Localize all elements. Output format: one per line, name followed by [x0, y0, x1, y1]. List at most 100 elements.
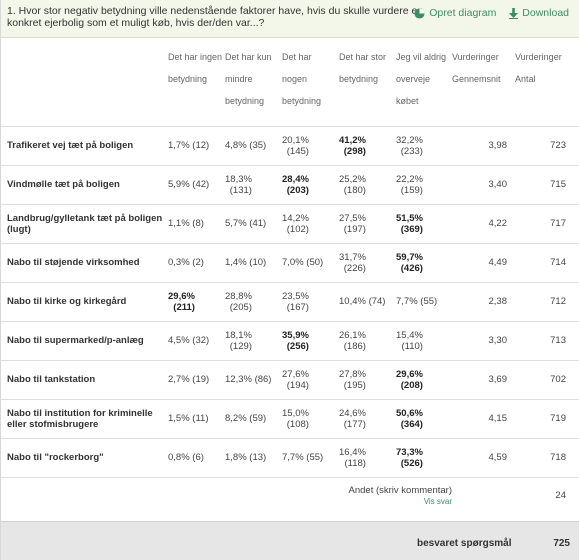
table-row: Nabo til institution for kriminelle elle… — [1, 398, 579, 438]
percentage-cell: 20,1% (145) — [282, 125, 339, 165]
table-row: Landbrug/gylletank tæt på boligen (lugt)… — [1, 203, 579, 243]
percentage-value: 23,5% (167) — [282, 290, 309, 313]
percentage-value: 18,1% (129) — [225, 329, 252, 352]
percentage-cell: 0,3% (2) — [168, 242, 225, 282]
percentage-value: 1,4% (10) — [225, 257, 267, 268]
percentage-value: 51,5% (369) — [396, 212, 423, 235]
percentage-value: 26,1% (186) — [339, 329, 366, 352]
percentage-cell: 23,5% (167) — [282, 281, 339, 321]
percentage-cell: 14,2% (102) — [282, 203, 339, 243]
percentage-value: 31,7% (226) — [339, 251, 366, 274]
column-header: Vurderinger Antal — [515, 52, 562, 84]
table-row: Nabo til kirke og kirkegård 29,6% (211) 28,… — [1, 281, 579, 321]
download-arrow-icon — [509, 7, 519, 19]
percentage-value: 59,7% (426) — [396, 251, 423, 274]
percentage-value: 15,0% (108) — [282, 407, 309, 430]
view-answers-link[interactable]: Vis svar — [423, 496, 452, 506]
percentage-value: 1,8% (13) — [225, 452, 267, 463]
create-chart-link[interactable]: Opret diagram — [414, 7, 496, 19]
percentage-cell: 31,7% (226) — [339, 242, 396, 282]
question-title: 1. Hvor stor negativ betydning ville ned… — [7, 5, 424, 29]
percentage-cell: 35,9% (256) — [282, 320, 339, 360]
average-rating: 4,49 — [452, 242, 515, 282]
percentage-value: 24,6% (177) — [339, 407, 366, 430]
percentage-value: 18,3% (131) — [225, 173, 252, 196]
percentage-value: 5,7% (41) — [225, 218, 267, 229]
create-chart-label: Opret diagram — [429, 7, 497, 19]
rating-count: 718 — [515, 437, 579, 477]
rating-count: 717 — [515, 203, 579, 243]
percentage-cell: 29,6% (208) — [396, 359, 452, 399]
percentage-value: 28,8% (205) — [225, 290, 252, 313]
average-rating: 3,40 — [452, 164, 515, 204]
download-link[interactable]: Download — [509, 7, 569, 19]
row-label: Nabo til "rockerborg" — [1, 437, 168, 477]
percentage-cell: 59,7% (426) — [396, 242, 452, 282]
column-header: Jeg vil aldrig overveje købet — [396, 52, 447, 106]
percentage-cell: 16,4% (118) — [339, 437, 396, 477]
percentage-cell: 15,0% (108) — [282, 398, 339, 438]
percentage-value: 28,4% (203) — [282, 173, 309, 196]
row-label: Nabo til støjende virksomhed — [1, 242, 168, 282]
table-row: Vindmølle tæt på boligen 5,9% (42) 18,3% (1… — [1, 164, 579, 204]
percentage-cell: 50,6% (364) — [396, 398, 452, 438]
percentage-value: 8,2% (59) — [225, 413, 267, 424]
table-row: Trafikeret vej tæt på boligen 1,7% (12) 4,… — [1, 125, 579, 165]
percentage-value: 10,4% (74) — [339, 296, 386, 307]
percentage-value: 41,2% (298) — [339, 134, 366, 157]
percentage-cell: 15,4% (110) — [396, 320, 452, 360]
percentage-value: 16,4% (118) — [339, 446, 366, 469]
percentage-cell: 7,7% (55) — [396, 281, 452, 321]
other-comments-cell: Andet (skriv kommentar) Vis svar — [1, 476, 452, 514]
percentage-value: 35,9% (256) — [282, 329, 309, 352]
percentage-value: 15,4% (110) — [396, 329, 423, 352]
percentage-cell: 5,9% (42) — [168, 164, 225, 204]
percentage-cell: 7,0% (50) — [282, 242, 339, 282]
row-label: Nabo til supermarked/p-anlæg — [1, 320, 168, 360]
percentage-cell: 5,7% (41) — [225, 203, 282, 243]
percentage-cell: 1,5% (11) — [168, 398, 225, 438]
percentage-value: 7,0% (50) — [282, 257, 324, 268]
percentage-cell: 4,8% (35) — [225, 125, 282, 165]
question-actions: Opret diagram Download — [404, 7, 569, 22]
percentage-value: 7,7% (55) — [282, 452, 324, 463]
percentage-cell: 32,2% (233) — [396, 125, 452, 165]
table-header-row: Det har ingen betydning Det har kun mind… — [1, 38, 579, 126]
table-body: Trafikeret vej tæt på boligen 1,7% (12) 4,… — [1, 125, 579, 477]
table-row: Nabo til supermarked/p-anlæg 4,5% (32) 18,… — [1, 320, 579, 360]
answered-count: 725 — [553, 538, 570, 549]
answered-footer: besvaret spørgsmål 725 — [1, 521, 579, 560]
percentage-cell: 27,6% (194) — [282, 359, 339, 399]
percentage-value: 22,2% (159) — [396, 173, 423, 196]
row-label-header — [1, 38, 168, 126]
chart-pie-icon — [414, 7, 425, 19]
percentage-value: 12,3% (86) — [225, 374, 272, 385]
rating-count: 712 — [515, 281, 579, 321]
percentage-value: 1,1% (8) — [168, 218, 204, 229]
percentage-value: 0,8% (6) — [168, 452, 204, 463]
percentage-cell: 28,4% (203) — [282, 164, 339, 204]
column-header: Det har nogen betydning — [282, 52, 322, 106]
average-rating: 4,22 — [452, 203, 515, 243]
percentage-cell: 10,4% (74) — [339, 281, 396, 321]
other-comments-row: Andet (skriv kommentar) Vis svar 24 — [1, 476, 579, 514]
average-rating: 4,59 — [452, 437, 515, 477]
percentage-cell: 51,5% (369) — [396, 203, 452, 243]
average-rating: 3,69 — [452, 359, 515, 399]
table-row: Nabo til tankstation 2,7% (19) 12,3% (86) 2… — [1, 359, 579, 399]
percentage-value: 20,1% (145) — [282, 134, 309, 157]
percentage-cell: 4,5% (32) — [168, 320, 225, 360]
table-row: Nabo til "rockerborg" 0,8% (6) 1,8% (13) 7,… — [1, 437, 579, 477]
row-label: Landbrug/gylletank tæt på boligen (lugt) — [1, 203, 168, 243]
spacer-cell — [452, 476, 515, 514]
percentage-value: 1,7% (12) — [168, 140, 210, 151]
row-label: Nabo til kirke og kirkegård — [1, 281, 168, 321]
percentage-cell: 2,7% (19) — [168, 359, 225, 399]
percentage-value: 25,2% (180) — [339, 173, 366, 196]
rating-count: 714 — [515, 242, 579, 282]
percentage-value: 4,5% (32) — [168, 335, 210, 346]
row-label: Trafikeret vej tæt på boligen — [1, 125, 168, 165]
percentage-value: 32,2% (233) — [396, 134, 423, 157]
percentage-value: 73,3% (526) — [396, 446, 423, 469]
percentage-cell: 25,2% (180) — [339, 164, 396, 204]
